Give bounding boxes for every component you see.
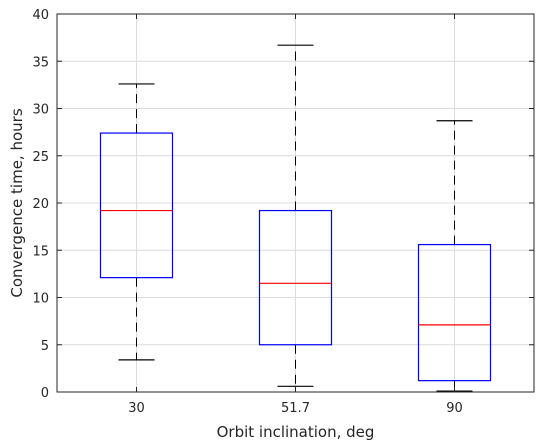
x-tick-label: 30	[128, 401, 145, 416]
y-tick-label: 10	[32, 292, 49, 307]
iqr-box	[99, 132, 174, 279]
box-30	[99, 83, 174, 361]
x-axis-ticks: 30 51.7 90	[128, 14, 463, 416]
y-tick-label: 5	[41, 339, 49, 354]
y-tick-label: 35	[32, 55, 49, 70]
y-tick-label: 40	[32, 8, 49, 23]
y-tick-label: 20	[32, 197, 49, 212]
x-tick-label: 51.7	[281, 401, 310, 416]
iqr-box	[258, 209, 333, 346]
y-axis-label: Convergence time, hours	[8, 108, 26, 297]
y-tick-label: 15	[32, 244, 49, 259]
box-series	[99, 44, 492, 392]
box-51.7	[258, 44, 333, 387]
x-tick-label: 90	[446, 401, 463, 416]
y-axis-ticks: 0 5 10 15 20 25 30 35 40	[32, 8, 534, 401]
y-tick-label: 30	[32, 103, 49, 118]
x-axis-label: Orbit inclination, deg	[217, 423, 375, 441]
y-tick-label: 25	[32, 150, 49, 165]
y-tick-label: 0	[41, 386, 49, 401]
iqr-box	[417, 243, 492, 382]
